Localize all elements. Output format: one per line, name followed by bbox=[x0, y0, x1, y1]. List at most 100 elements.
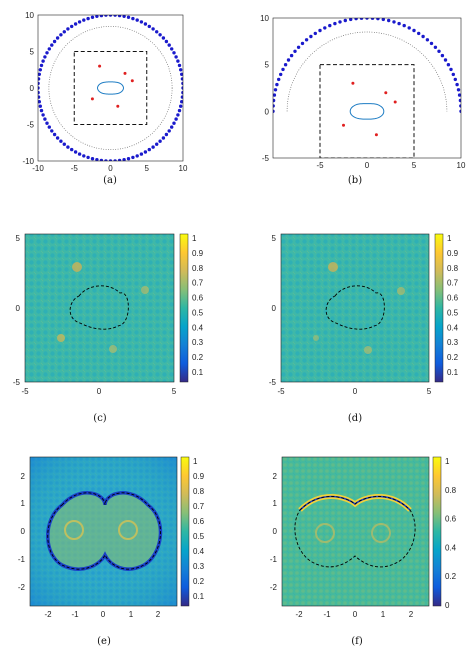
source-point bbox=[90, 157, 95, 161]
source-point bbox=[113, 15, 117, 17]
colorbar-tick-label: 0.8 bbox=[193, 487, 205, 496]
colorbar-tick-label: 0.3 bbox=[192, 338, 204, 347]
colorbar-ticks: 1 0.8 0.6 0.4 0.2 0 bbox=[445, 457, 457, 610]
hotspot bbox=[315, 523, 335, 543]
source-point bbox=[38, 95, 41, 99]
source-point bbox=[387, 18, 391, 23]
panel-d: 5 0 -5 -5 0 5 1 0.9 0.8 0.7 0.6 0.5 0.4 0.3 0.2 0… bbox=[269, 233, 459, 424]
colorbar-tick-label: 0.4 bbox=[445, 543, 457, 552]
colorbar-tick-label: 0.7 bbox=[447, 279, 459, 288]
source-point bbox=[104, 159, 108, 161]
dotted-circle bbox=[48, 26, 173, 150]
x-tick-label: 0 bbox=[365, 161, 370, 170]
source-point bbox=[296, 45, 301, 49]
point-target bbox=[123, 71, 127, 75]
caption: (f) bbox=[351, 636, 363, 647]
axes-frame bbox=[37, 14, 184, 162]
source-point bbox=[86, 16, 90, 21]
source-point bbox=[70, 147, 74, 152]
point-targets bbox=[342, 81, 397, 137]
source-point bbox=[50, 43, 54, 47]
source-point bbox=[151, 145, 155, 149]
colorbar-tick-label: 0.9 bbox=[193, 472, 205, 481]
hotspot bbox=[371, 523, 391, 543]
source-point bbox=[289, 53, 294, 58]
point-target bbox=[374, 133, 378, 137]
scatterer-boundary bbox=[294, 496, 416, 568]
colorbar-tick-label: 0.5 bbox=[447, 308, 459, 317]
source-point bbox=[172, 121, 176, 125]
source-points bbox=[273, 18, 461, 113]
source-point bbox=[104, 15, 108, 17]
x-tick-label: -1 bbox=[323, 610, 331, 619]
colorbar-tick-label: 0.1 bbox=[192, 368, 204, 377]
point-target bbox=[342, 123, 345, 127]
source-points bbox=[38, 15, 183, 161]
y-tick-label: 10 bbox=[260, 14, 269, 23]
source-point bbox=[181, 86, 183, 90]
y-tick-label: -5 bbox=[27, 121, 35, 130]
source-point bbox=[181, 81, 183, 86]
source-point bbox=[457, 93, 461, 97]
source-point bbox=[55, 36, 60, 40]
colorbar-tick-label: 0.1 bbox=[447, 368, 459, 377]
colorbar-gradient bbox=[432, 456, 442, 607]
scatterer-boundary bbox=[69, 285, 129, 330]
point-target bbox=[393, 100, 397, 104]
source-point bbox=[158, 33, 162, 37]
source-point bbox=[99, 158, 104, 161]
source-point bbox=[108, 15, 113, 17]
x-tick-label: 0 bbox=[353, 387, 358, 396]
source-point bbox=[143, 150, 148, 154]
colorbar-tick-label: 0.5 bbox=[192, 308, 204, 317]
colorbar-tick-label: 0.9 bbox=[447, 249, 459, 258]
source-point bbox=[158, 139, 162, 143]
x-tick-label: 0 bbox=[353, 610, 358, 619]
source-point bbox=[172, 51, 176, 55]
colorbar-tick-label: 0.6 bbox=[193, 517, 205, 526]
colorbar-gradient bbox=[180, 456, 190, 607]
axes-frame bbox=[29, 456, 178, 607]
source-point bbox=[126, 157, 131, 161]
source-point bbox=[338, 20, 342, 24]
colorbar-tick-label: 0.7 bbox=[193, 502, 205, 511]
source-point bbox=[179, 104, 183, 108]
colorbar-tick-label: 0.6 bbox=[192, 294, 204, 303]
hotspot bbox=[313, 335, 319, 341]
x-tick-label: 0 bbox=[97, 387, 102, 396]
source-point bbox=[39, 108, 44, 113]
hotspot bbox=[118, 520, 138, 540]
source-point bbox=[273, 88, 278, 92]
source-point bbox=[443, 58, 448, 62]
source-point bbox=[45, 51, 49, 55]
source-point bbox=[174, 55, 178, 59]
source-point bbox=[181, 90, 183, 95]
source-point bbox=[273, 109, 275, 113]
y-tick-label: -2 bbox=[270, 583, 278, 592]
hotspot bbox=[328, 262, 338, 272]
x-tick-label: -5 bbox=[316, 161, 324, 170]
hotspot bbox=[72, 262, 82, 272]
x-tick-label: 5 bbox=[172, 387, 177, 396]
source-point bbox=[70, 24, 74, 29]
caption: (a) bbox=[103, 175, 117, 186]
colorbar-ticks: 1 0.9 0.8 0.7 0.6 0.5 0.4 0.3 0.2 0.1 bbox=[447, 234, 459, 377]
source-point bbox=[45, 121, 49, 125]
source-point bbox=[174, 117, 178, 121]
source-point bbox=[323, 26, 327, 30]
point-target bbox=[116, 104, 120, 108]
source-point bbox=[131, 16, 135, 21]
y-tick-label: 5 bbox=[16, 234, 21, 243]
colorbar-tick-label: 0.8 bbox=[447, 264, 459, 273]
source-point bbox=[421, 34, 425, 39]
source-point bbox=[318, 28, 322, 33]
source-point bbox=[273, 104, 275, 108]
source-point bbox=[38, 100, 41, 104]
x-tick-label: 1 bbox=[129, 610, 134, 619]
axes-frame bbox=[272, 17, 462, 159]
source-point bbox=[55, 136, 60, 140]
point-target bbox=[98, 64, 102, 68]
colorbar: 1 0.8 0.6 0.4 0.2 0 bbox=[432, 456, 457, 610]
axes-frame bbox=[24, 233, 175, 383]
source-point bbox=[43, 117, 47, 121]
